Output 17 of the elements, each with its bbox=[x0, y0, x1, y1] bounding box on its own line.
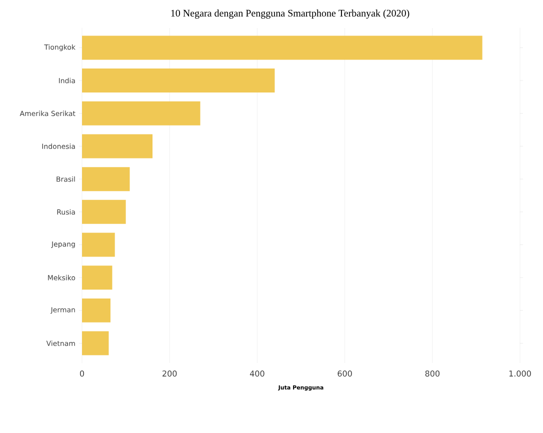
bar bbox=[82, 101, 200, 126]
x-tick-label: 200 bbox=[162, 370, 177, 377]
x-tick-label: 800 bbox=[425, 370, 440, 377]
bar bbox=[82, 266, 112, 290]
bar bbox=[82, 200, 126, 224]
x-tick-label: 400 bbox=[250, 370, 264, 377]
bar bbox=[82, 68, 275, 93]
x-tick-label: 600 bbox=[338, 370, 352, 377]
bar bbox=[82, 232, 115, 257]
bar bbox=[82, 36, 482, 60]
x-tick-label: 1.000 bbox=[509, 370, 531, 377]
chart-title: 10 Negara dengan Pengguna Smartphone Terbanyak (2020) bbox=[171, 10, 410, 19]
bar bbox=[82, 331, 109, 356]
bar bbox=[82, 298, 110, 322]
bar bbox=[82, 167, 130, 192]
x-tick-label: 0 bbox=[80, 370, 84, 377]
bar bbox=[82, 134, 153, 158]
